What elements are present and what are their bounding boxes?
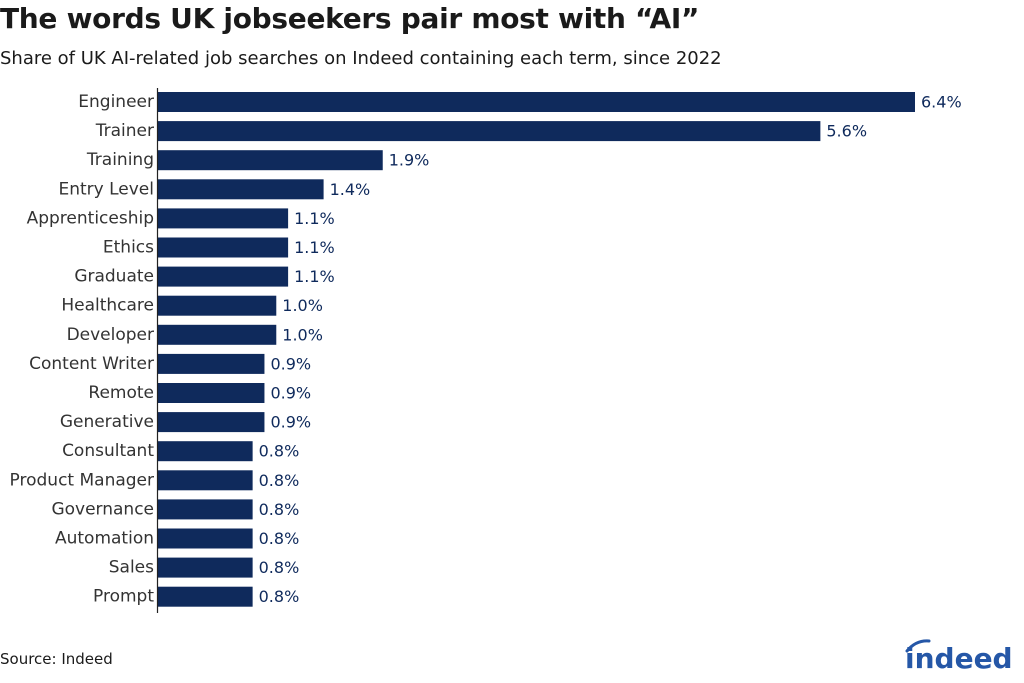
category-label: Governance (51, 499, 154, 519)
bar-content-writer (158, 353, 265, 374)
value-label: 6.4% (921, 93, 962, 112)
source-note: Source: Indeed (0, 650, 113, 668)
bar-graduate (158, 266, 289, 287)
logo-wordmark: indeed (905, 642, 1013, 673)
category-label: Prompt (93, 587, 154, 607)
category-label: Developer (67, 325, 154, 345)
category-label: Training (86, 150, 154, 170)
bar-training (158, 150, 383, 171)
bar-sales (158, 557, 253, 578)
category-label: Consultant (62, 441, 154, 461)
value-label: 0.9% (270, 354, 311, 373)
category-label: Apprenticeship (27, 208, 154, 228)
value-label: 0.9% (270, 413, 311, 432)
bar-engineer (158, 92, 915, 112)
category-label: Sales (109, 558, 154, 578)
chart-subtitle: Share of UK AI-related job searches on I… (0, 48, 722, 69)
category-label: Graduate (74, 267, 154, 287)
bars-layer: Engineer 6.4% Trainer 5.6% Training 1.9% Entry… (10, 92, 962, 607)
value-label: 1.4% (330, 180, 371, 199)
chart-title: The words UK jobseekers pair most with “… (0, 2, 700, 35)
value-label: 1.0% (282, 325, 323, 344)
value-label: 1.1% (294, 209, 335, 228)
category-label: Automation (55, 529, 154, 549)
bar-remote (158, 383, 265, 403)
value-label: 1.1% (294, 238, 335, 257)
value-label: 0.9% (270, 384, 311, 403)
value-label: 1.9% (389, 151, 430, 170)
bar-apprenticeship (158, 208, 289, 229)
value-label: 1.0% (282, 296, 323, 315)
category-label: Engineer (78, 92, 154, 112)
bar-healthcare (158, 295, 277, 316)
bar-governance (158, 499, 253, 520)
bar-automation (158, 528, 253, 549)
category-label: Remote (88, 383, 154, 403)
bar-consultant (158, 441, 253, 462)
bar-ethics (158, 237, 289, 258)
category-label: Ethics (103, 238, 154, 258)
bar-developer (158, 324, 277, 345)
bar-generative (158, 412, 265, 433)
value-label: 0.8% (259, 500, 300, 519)
category-label: Product Manager (10, 470, 154, 490)
value-label: 0.8% (259, 558, 300, 577)
category-label: Healthcare (61, 296, 154, 316)
value-label: 1.1% (294, 267, 335, 286)
category-label: Trainer (95, 121, 154, 141)
value-label: 5.6% (826, 122, 867, 141)
category-label: Entry Level (58, 179, 154, 199)
value-label: 0.8% (259, 529, 300, 548)
bar-trainer (158, 121, 821, 142)
logo-arc-icon (905, 639, 931, 653)
value-label: 0.8% (259, 442, 300, 461)
value-label: 0.8% (259, 471, 300, 490)
category-label: Generative (60, 412, 154, 432)
value-label: 0.8% (259, 587, 300, 606)
bar-product-manager (158, 470, 253, 491)
bar-entry-level (158, 179, 324, 200)
bar-prompt (158, 586, 253, 607)
indeed-logo: indeed (905, 639, 1013, 673)
category-label: Content Writer (29, 354, 154, 374)
